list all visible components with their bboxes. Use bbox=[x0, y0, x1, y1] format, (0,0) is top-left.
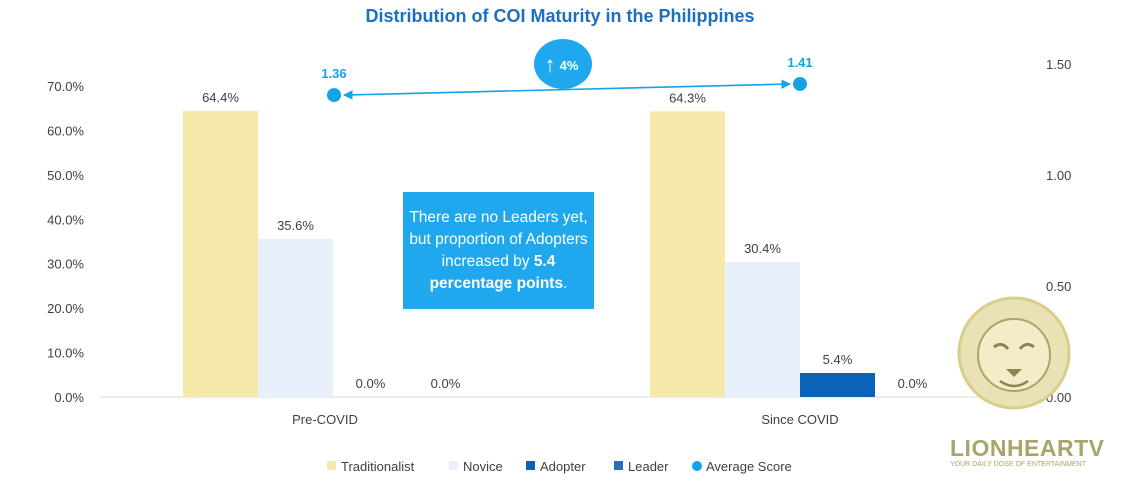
bars bbox=[183, 110, 875, 398]
category-label: Pre-COVID bbox=[292, 412, 358, 427]
legend-swatch bbox=[614, 461, 623, 470]
bar-data-label: 0.0% bbox=[431, 376, 461, 391]
bar-data-label: 5.4% bbox=[823, 352, 853, 367]
y-tick-label: 40.0% bbox=[47, 212, 84, 227]
lion-logo-icon bbox=[957, 296, 1071, 410]
y-tick-label: 70.0% bbox=[47, 79, 84, 94]
y2-tick-label: 1.50 bbox=[1046, 57, 1071, 72]
bar bbox=[800, 373, 875, 397]
bar-data-label: 30.4% bbox=[744, 241, 781, 256]
average-score-label: 1.41 bbox=[787, 55, 812, 70]
legend-swatch bbox=[449, 461, 458, 470]
callout-text-suffix: . bbox=[563, 274, 568, 292]
bar bbox=[183, 110, 258, 397]
bar-data-label: 0.0% bbox=[356, 376, 386, 391]
y2-tick-label: 1.00 bbox=[1046, 168, 1071, 183]
bar bbox=[258, 238, 333, 397]
legend-swatch bbox=[327, 461, 336, 470]
legend-marker bbox=[692, 461, 702, 471]
average-score-label: 1.36 bbox=[321, 66, 346, 81]
y-tick-label: 0.0% bbox=[54, 390, 84, 405]
watermark: LIONHEARTV YOUR DAILY DOSE OF ENTERTAINM… bbox=[944, 285, 1104, 475]
watermark-brand: LIONHEARTV bbox=[950, 435, 1105, 461]
watermark-tagline: YOUR DAILY DOSE OF ENTERTAINMENT bbox=[950, 461, 1087, 468]
bar-data-label: 35.6% bbox=[277, 218, 314, 233]
bar-data-label: 0.0% bbox=[898, 376, 928, 391]
y-tick-label: 10.0% bbox=[47, 346, 84, 361]
y-axis: 0.0% 10.0% 20.0% 30.0% 40.0% 50.0% 60.0% 70.0% bbox=[47, 79, 84, 405]
legend-swatch bbox=[526, 461, 535, 470]
category-labels: Pre-COVID Since COVID bbox=[292, 412, 839, 427]
y-tick-label: 50.0% bbox=[47, 168, 84, 183]
legend-label: Average Score bbox=[706, 459, 792, 474]
average-score-point bbox=[327, 88, 341, 103]
up-arrow-icon: ↑ bbox=[545, 52, 556, 77]
legend-label: Adopter bbox=[540, 459, 586, 474]
change-badge-text: 4% bbox=[560, 58, 579, 73]
y-tick-label: 20.0% bbox=[47, 301, 84, 316]
change-badge-shape bbox=[534, 39, 592, 89]
bar bbox=[725, 261, 800, 397]
average-score-point bbox=[793, 76, 807, 91]
category-label: Since COVID bbox=[761, 412, 838, 427]
callout-text-bold: 5.4 percentage points bbox=[429, 252, 564, 292]
score-change-arrow bbox=[343, 79, 791, 100]
bar-data-label: 64.4% bbox=[202, 90, 239, 105]
y-tick-label: 30.0% bbox=[47, 257, 84, 272]
bar-data-label: 64.3% bbox=[669, 90, 706, 105]
legend-label: Novice bbox=[463, 459, 503, 474]
callout-text-prefix: There are no Leaders yet, but proportion… bbox=[409, 208, 588, 270]
y-tick-label: 60.0% bbox=[47, 123, 84, 138]
y2-tick-label: 0.50 bbox=[1046, 279, 1071, 294]
callout-text: There are no Leaders yet, but proportion… bbox=[409, 207, 588, 295]
callout-box: There are no Leaders yet, but proportion… bbox=[403, 192, 594, 309]
legend-label: Traditionalist bbox=[341, 459, 415, 474]
legend: Traditionalist Novice Adopter Leader Average… bbox=[327, 459, 792, 474]
change-badge: ↑ 4% bbox=[534, 39, 592, 89]
bar bbox=[650, 111, 725, 398]
chart-title: Distribution of COI Maturity in the Phil… bbox=[366, 6, 755, 26]
average-score-series: 1.36 1.41 bbox=[321, 55, 813, 103]
legend-label: Leader bbox=[628, 459, 669, 474]
